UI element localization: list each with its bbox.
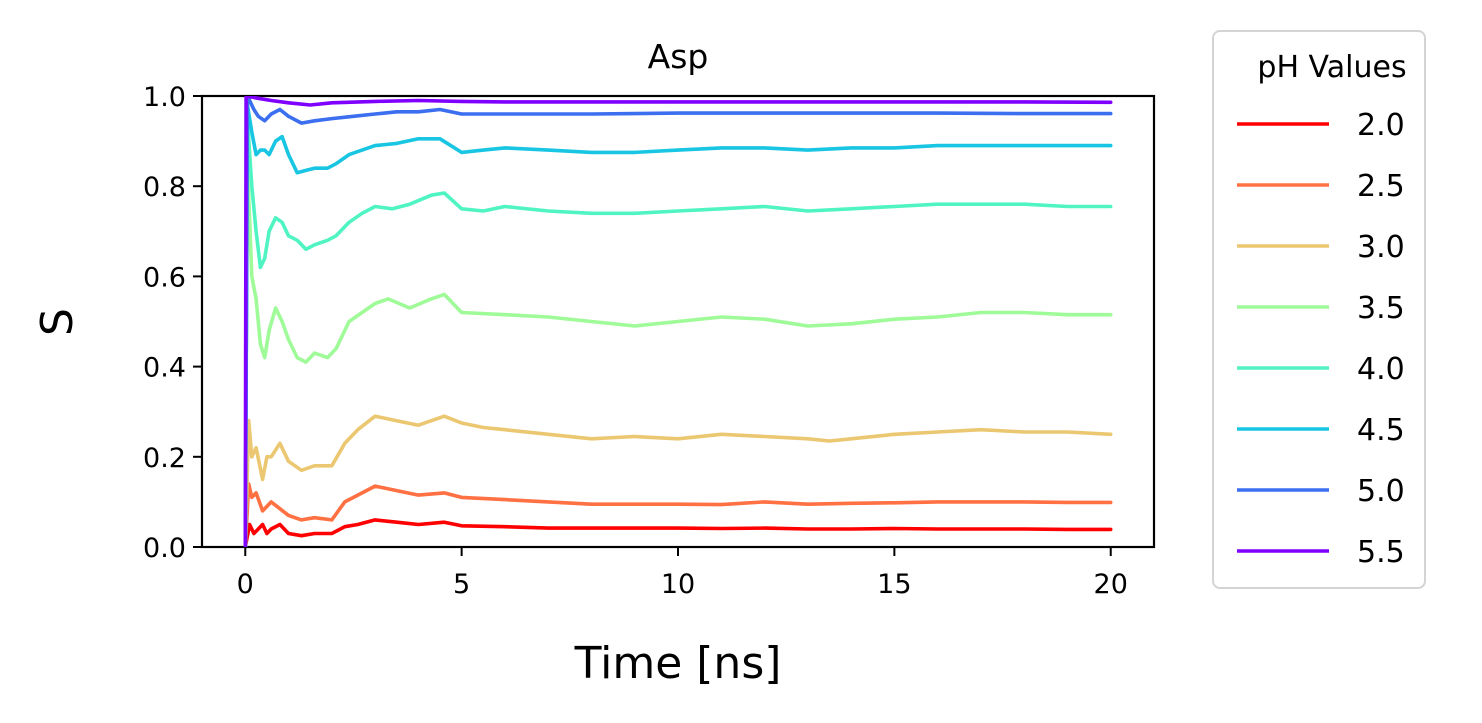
series-layer bbox=[243, 96, 1113, 547]
x-tick-label: 20 bbox=[1094, 569, 1128, 600]
y-axis-title: S bbox=[32, 308, 83, 336]
series-line-ph-2-5 bbox=[243, 482, 1113, 547]
x-axis-ticks: 0 5 10 15 20 bbox=[237, 547, 1128, 600]
x-tick-label: 15 bbox=[877, 569, 911, 600]
legend-label: 2.5 bbox=[1357, 169, 1405, 204]
legend-label: 3.5 bbox=[1357, 291, 1405, 326]
x-tick-label: 10 bbox=[661, 569, 695, 600]
y-tick-label: 0.4 bbox=[143, 353, 186, 384]
y-tick-label: 0.8 bbox=[143, 172, 186, 203]
x-tick-label: 0 bbox=[237, 569, 254, 600]
legend-label: 5.5 bbox=[1357, 535, 1405, 570]
x-axis-title: Time [ns] bbox=[574, 638, 782, 689]
series-line-ph-5-5 bbox=[243, 96, 1113, 547]
series-line-ph-4-5 bbox=[243, 103, 1113, 547]
legend-box bbox=[1212, 30, 1426, 589]
series-line-ph-3-5 bbox=[243, 161, 1113, 547]
y-tick-label: 0.6 bbox=[143, 262, 186, 293]
legend: pH Values 2.0 2.5 3.0 3.5 4.0 4.5 5.0 5.5 bbox=[1212, 30, 1426, 589]
series-line-ph-3-0 bbox=[243, 414, 1113, 547]
legend-title: pH Values bbox=[1257, 50, 1406, 85]
legend-label: 3.0 bbox=[1357, 230, 1405, 265]
legend-label: 4.5 bbox=[1357, 413, 1405, 448]
legend-label: 5.0 bbox=[1357, 474, 1405, 509]
y-axis-ticks: 0.0 0.2 0.4 0.6 0.8 1.0 bbox=[143, 82, 202, 564]
series-line-ph-5-0 bbox=[243, 96, 1113, 547]
x-tick-label: 5 bbox=[453, 569, 470, 600]
legend-label: 2.0 bbox=[1357, 108, 1405, 143]
y-tick-label: 0.2 bbox=[143, 443, 186, 474]
legend-label: 4.0 bbox=[1357, 352, 1405, 387]
legend-entries: 2.0 2.5 3.0 3.5 4.0 4.5 5.0 5.5 bbox=[1237, 108, 1405, 570]
series-line-ph-2-0 bbox=[243, 518, 1113, 547]
y-tick-label: 0.0 bbox=[143, 533, 186, 564]
series-line-ph-4-0 bbox=[243, 116, 1113, 547]
chart-title: Asp bbox=[648, 37, 709, 76]
y-tick-label: 1.0 bbox=[143, 82, 186, 113]
